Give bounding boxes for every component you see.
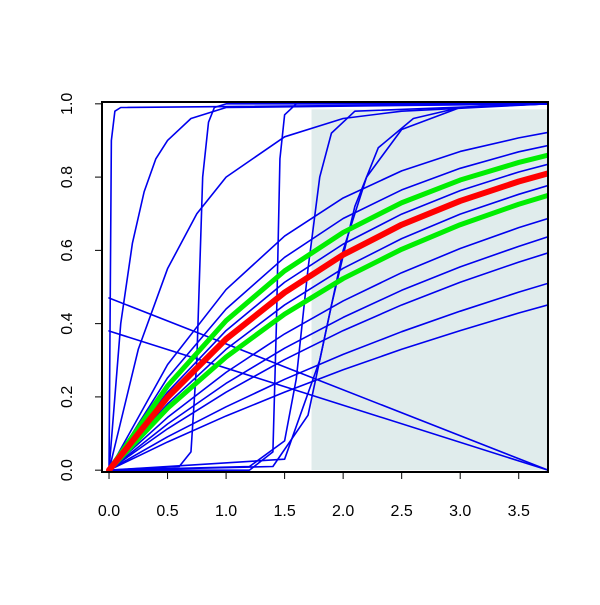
y-tick-label: 0.6 bbox=[59, 239, 76, 261]
curve bbox=[108, 103, 548, 471]
x-tick-label: 1.0 bbox=[215, 503, 237, 520]
x-tick-label: 3.5 bbox=[508, 503, 530, 520]
curve bbox=[108, 184, 548, 471]
curve bbox=[108, 304, 548, 471]
curve bbox=[108, 103, 548, 471]
plot-frame bbox=[101, 101, 549, 473]
x-tick-label: 1.5 bbox=[273, 503, 295, 520]
plot-area bbox=[106, 103, 548, 472]
y-tick-label: 0.8 bbox=[59, 166, 76, 188]
curve bbox=[106, 192, 548, 472]
x-tick-label: 2.5 bbox=[391, 503, 413, 520]
curve bbox=[108, 217, 548, 471]
curve bbox=[108, 103, 548, 471]
y-tick-label: 0.2 bbox=[59, 386, 76, 408]
x-tick-label: 0.0 bbox=[98, 503, 120, 520]
curve bbox=[108, 103, 548, 471]
curve bbox=[108, 297, 548, 471]
curve bbox=[108, 103, 548, 471]
y-tick-label: 0.4 bbox=[59, 312, 76, 334]
curve bbox=[108, 282, 548, 471]
curve bbox=[108, 330, 548, 471]
curve bbox=[108, 163, 548, 471]
x-tick-label: 3.0 bbox=[449, 503, 471, 520]
curve bbox=[108, 131, 548, 471]
x-tick-label: 2.0 bbox=[332, 503, 354, 520]
curve bbox=[108, 236, 548, 471]
x-tick-label: 0.5 bbox=[156, 503, 178, 520]
shaded-region bbox=[311, 109, 548, 471]
curve bbox=[108, 103, 548, 471]
curve bbox=[106, 152, 548, 472]
curve bbox=[108, 103, 548, 471]
curve bbox=[106, 170, 548, 472]
y-tick-label: 1.0 bbox=[59, 93, 76, 115]
y-tick-label: 0.0 bbox=[59, 459, 76, 481]
curve bbox=[108, 252, 548, 471]
